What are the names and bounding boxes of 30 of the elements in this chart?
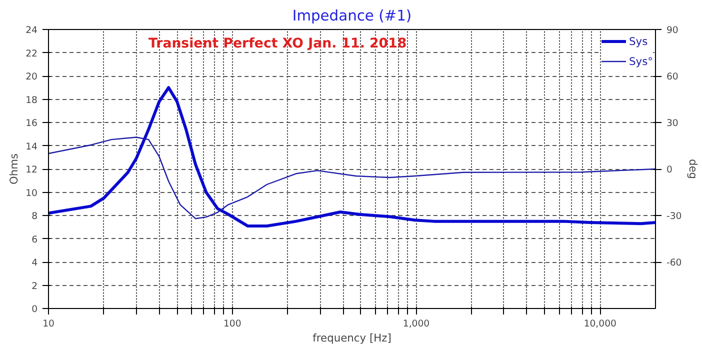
y2-tick-label: 90 xyxy=(666,25,678,36)
y-tick-label: 20 xyxy=(26,72,38,82)
x-tick-label: 1,000 xyxy=(402,318,430,330)
y-tick-label: 24 xyxy=(26,25,38,36)
annotation: Transient Perfect XO Jan. 11. 2018 xyxy=(148,36,407,52)
chart-title: Impedance (#1) xyxy=(292,8,412,24)
y-tick-label: 0 xyxy=(32,304,38,315)
y-tick-label: 14 xyxy=(26,141,38,152)
y-tick-label: 4 xyxy=(32,258,38,268)
y2-tick-label: 30 xyxy=(666,118,678,129)
y-axis-title: Ohms xyxy=(8,153,21,185)
x-tick-label: 10,000 xyxy=(584,318,617,330)
y2-tick-label: -60 xyxy=(666,258,682,268)
legend-label: Sys xyxy=(629,34,649,48)
y-tick-label: 6 xyxy=(32,234,38,246)
y-tick-label: 18 xyxy=(26,94,38,106)
x-tick-label: 100 xyxy=(223,318,242,330)
y-tick-label: 8 xyxy=(32,211,38,222)
x-tick-label: 10 xyxy=(42,318,54,330)
x-axis-title: frequency [Hz] xyxy=(312,332,392,344)
y-tick-label: 10 xyxy=(26,188,38,199)
y-tick-label: 2 xyxy=(32,280,38,292)
legend-label: Sys° xyxy=(629,54,653,68)
y2-axis-title: deg xyxy=(686,158,700,180)
y-tick-label: 12 xyxy=(26,164,38,176)
y2-tick-label: -30 xyxy=(666,211,682,222)
y-tick-label: 22 xyxy=(26,48,38,60)
y-tick-label: 16 xyxy=(26,118,38,129)
y2-tick-label: 60 xyxy=(666,72,678,82)
y2-tick-label: 0 xyxy=(666,164,672,176)
